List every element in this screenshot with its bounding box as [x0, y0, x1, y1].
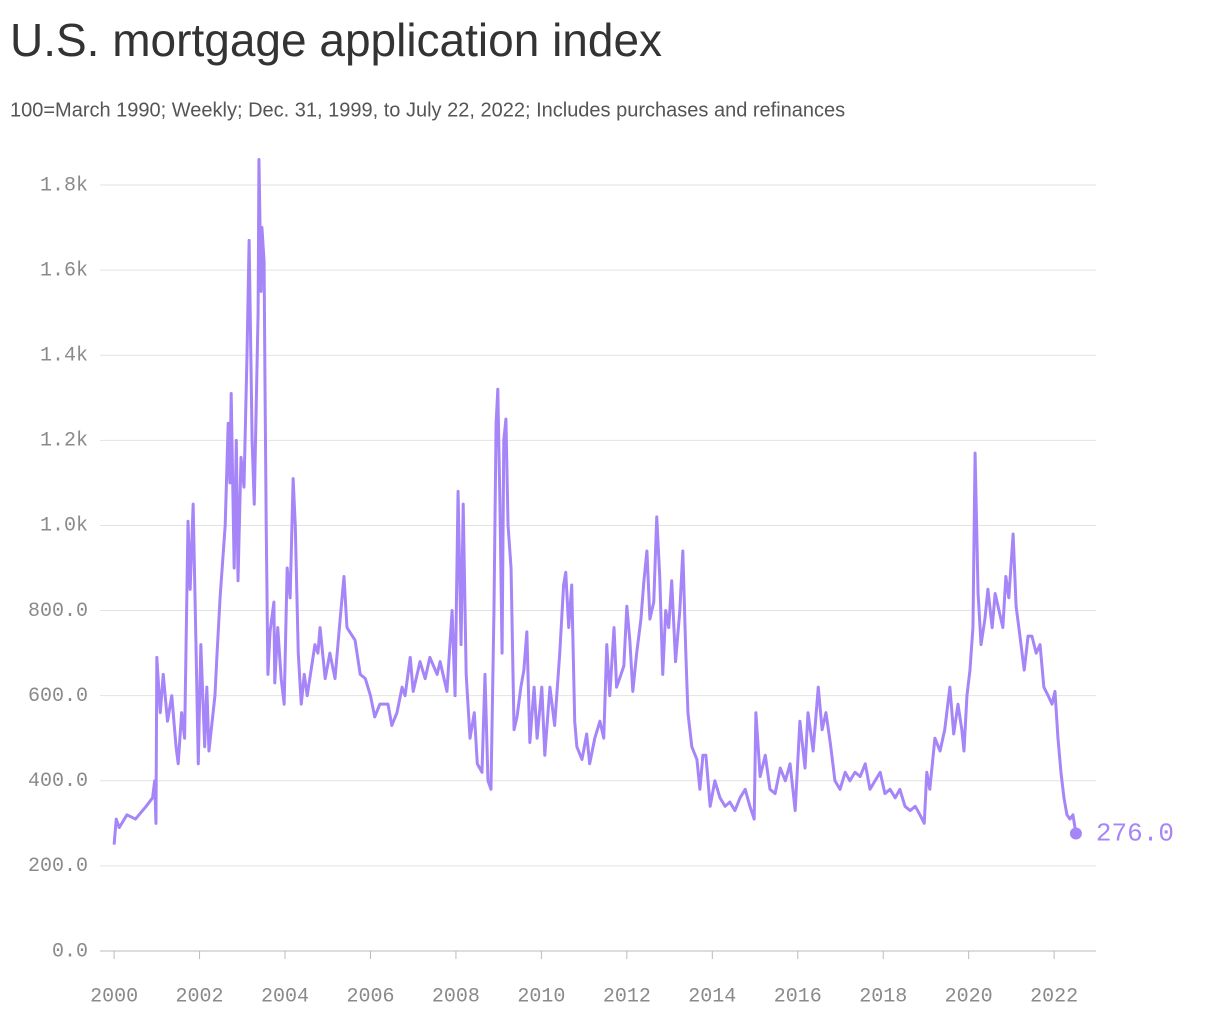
x-tick-label: 2008: [432, 985, 480, 1008]
y-tick-label: 800.0: [28, 600, 88, 623]
data-line: [112, 157, 1078, 845]
x-tick-label: 2014: [688, 985, 736, 1008]
end-dot: [1069, 827, 1082, 840]
x-tick-label: 2006: [346, 985, 394, 1008]
chart-subtitle: 100=March 1990; Weekly; Dec. 31, 1999, t…: [10, 99, 845, 121]
y-tick-label: 1.8k: [40, 174, 88, 197]
x-tick-label: 2002: [176, 985, 224, 1008]
x-tick-label: 2020: [945, 985, 993, 1008]
y-tick-label: 1.2k: [40, 430, 88, 453]
y-tick-label: 600.0: [28, 685, 88, 708]
y-tick-label: 1.0k: [40, 515, 88, 538]
x-tick-label: 2018: [859, 985, 907, 1008]
y-tick-label: 1.6k: [40, 259, 88, 282]
y-tick-label: 200.0: [28, 855, 88, 878]
x-tick-label: 2022: [1030, 985, 1078, 1008]
x-tick-label: 2004: [261, 985, 309, 1008]
x-tick-label: 2016: [774, 985, 822, 1008]
x-tick-label: 2010: [517, 985, 565, 1008]
y-tick-label: 1.4k: [40, 345, 88, 368]
y-tick-label: 400.0: [28, 770, 88, 793]
end-value-label: 276.0: [1096, 818, 1174, 848]
x-tick-label: 2012: [603, 985, 651, 1008]
chart-title: U.S. mortgage application index: [10, 14, 662, 66]
x-tick-label: 2000: [90, 985, 138, 1008]
y-tick-label: 0.0: [52, 940, 88, 963]
